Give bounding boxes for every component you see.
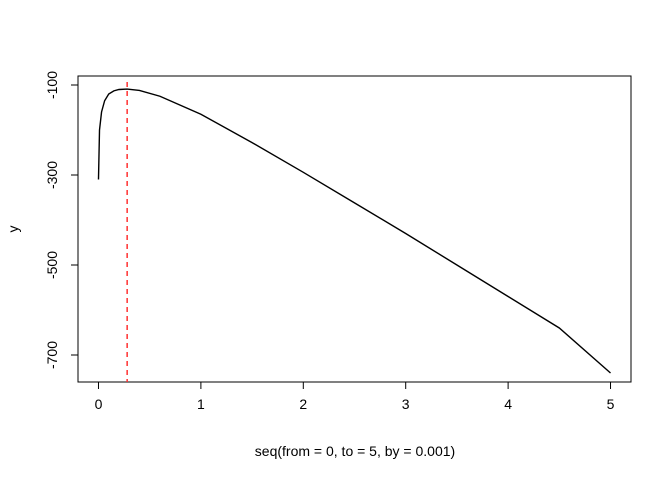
x-axis: 0 1 2 3 4 5	[95, 381, 615, 412]
y-tick-label: -500	[44, 251, 60, 279]
plot-box	[77, 75, 632, 383]
x-tick-label: 3	[402, 396, 410, 412]
series-line	[97, 88, 611, 374]
y-tick-label: -700	[44, 341, 60, 369]
y-axis: -100 -300 -500 -700	[44, 71, 79, 369]
x-tick-label: 0	[95, 396, 103, 412]
x-tick-label: 1	[197, 396, 205, 412]
x-tick-label: 5	[607, 396, 615, 412]
y-tick-label: -100	[44, 71, 60, 99]
y-tick-label: -300	[44, 161, 60, 189]
x-tick-label: 2	[299, 396, 307, 412]
x-tick-label: 4	[504, 396, 512, 412]
y-axis-title: y	[5, 226, 21, 233]
x-axis-title: seq(from = 0, to = 5, by = 0.001)	[255, 443, 455, 459]
